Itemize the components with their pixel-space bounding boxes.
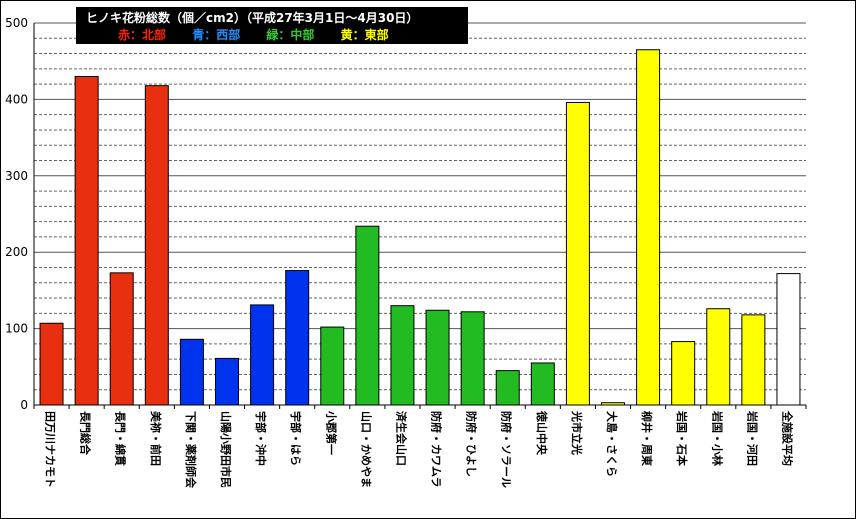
legend-north: 赤：北部 (118, 28, 167, 42)
category-label: 全施設平均 (780, 410, 794, 466)
category-label: 美祢・前田 (149, 411, 163, 466)
title-box: ヒノキ花粉総数（個／cm2）（平成27年3月1日～4月30日） 赤：北部 青：西… (76, 7, 468, 44)
y-tick-label: 200 (5, 245, 28, 259)
category-label: 防府・カワムラ (430, 411, 444, 487)
bar (355, 225, 380, 406)
category-label: 長門総合 (79, 411, 93, 456)
bar (390, 305, 415, 406)
bar (39, 322, 64, 406)
category-label: 長門・綿貫 (114, 411, 128, 466)
y-tick-labels: 0 100 200 300 400 500 (5, 16, 28, 412)
category-label: 岩国・小林 (710, 410, 724, 466)
bar (776, 273, 801, 406)
legend-east: 黄：東部 (340, 28, 389, 42)
category-label: 山陽小野田市民 (219, 411, 233, 488)
category-label: 大島・さくら (605, 411, 619, 477)
y-tick-label: 300 (5, 169, 28, 183)
category-label: 田万川ナカモト (44, 411, 57, 488)
bar (671, 341, 696, 406)
bar (495, 370, 520, 406)
bar (530, 362, 555, 406)
bars (39, 49, 801, 406)
category-labels: 田万川ナカモト 長門総合 長門・綿貫 美祢・前田 下関・薬剤師会 山陽小野田市民 宇部・沖中… (44, 410, 795, 489)
bar (74, 75, 99, 406)
category-label: 済生会山口 (394, 411, 408, 466)
bar (460, 311, 485, 406)
legend: 赤：北部 青：西部 緑：中部 黄：東部 (118, 26, 411, 43)
y-tick-label: 400 (5, 92, 28, 106)
category-label: 防府・ソラール (500, 411, 514, 488)
legend-west: 青：西部 (192, 28, 241, 42)
category-label: 山口・かめやま (359, 411, 373, 488)
category-label: 岩国・河田 (745, 410, 759, 466)
bar (179, 338, 204, 406)
bar (741, 314, 766, 406)
category-label: 宇部・はら (289, 411, 303, 466)
bar (565, 101, 590, 406)
category-label: 徳山中央 (535, 410, 549, 456)
category-label: 防府・ひよし (465, 411, 479, 477)
category-label: 光市立光 (570, 410, 584, 455)
bar (109, 272, 134, 406)
category-label: 宇部・沖中 (254, 411, 268, 466)
category-label: 柳井・周東 (640, 411, 654, 467)
bar (706, 308, 731, 406)
bar (320, 326, 345, 406)
y-tick-label: 0 (20, 398, 28, 412)
legend-central: 緑：中部 (266, 28, 315, 42)
y-tick-label: 500 (5, 16, 28, 30)
bar (250, 304, 275, 406)
bar (636, 49, 661, 406)
y-tick-label: 100 (5, 322, 28, 336)
category-label: 下関・薬剤師会 (184, 411, 198, 489)
category-label: 小郡第一 (324, 410, 338, 455)
bar (144, 85, 169, 406)
bar (425, 309, 450, 406)
axes (33, 23, 807, 409)
bar (285, 270, 310, 406)
chart-title: ヒノキ花粉総数（個／cm2）（平成27年3月1日～4月30日） (86, 11, 419, 25)
bar (215, 357, 239, 406)
category-label: 岩国・石本 (675, 410, 689, 466)
